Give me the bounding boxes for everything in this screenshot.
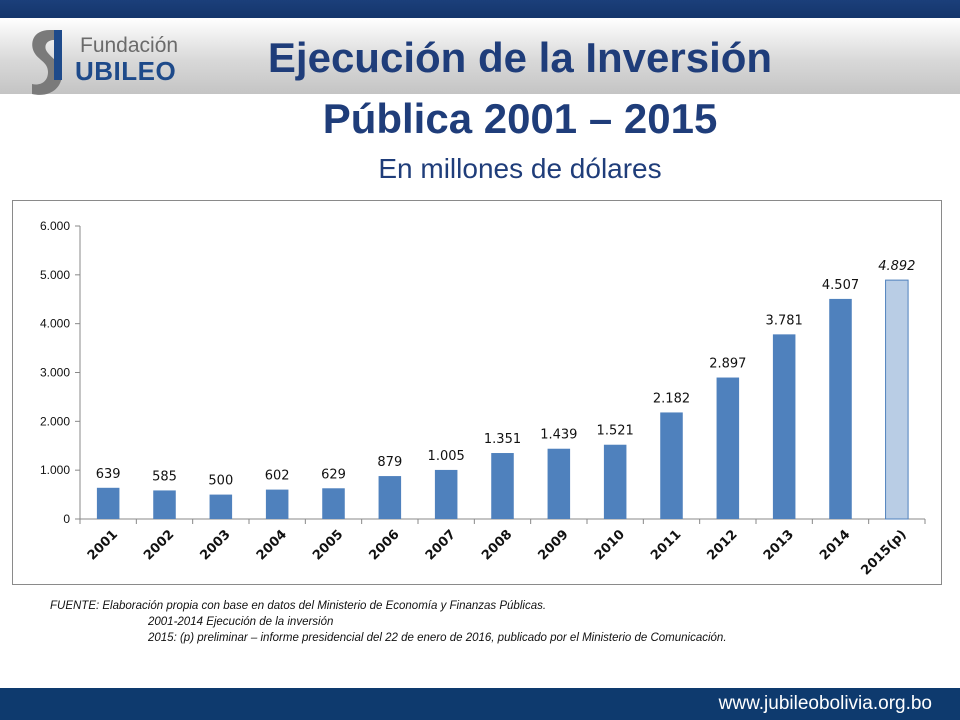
- data-label: 4.892: [878, 259, 915, 274]
- bar: [96, 487, 120, 519]
- source-line-2: 2001-2014 Ejecución de la inversión: [148, 616, 334, 628]
- data-label: 1.521: [597, 424, 634, 439]
- bar: [829, 298, 852, 519]
- x-tick-label: 2001: [85, 527, 121, 563]
- bar: [153, 490, 176, 519]
- bar: [209, 494, 233, 519]
- data-label: 602: [265, 469, 290, 484]
- page-subtitle: En millones de dólares: [378, 153, 662, 184]
- bottom-bar: [0, 688, 960, 720]
- footer-url-link[interactable]: www.jubileobolivia.org.bo: [718, 693, 932, 714]
- chart-container: 0 1.000 2.000 3.000 4.000 5.000 6.000 639 2001 58…: [12, 200, 942, 585]
- data-label: 585: [152, 469, 177, 484]
- data-label: 1.439: [540, 428, 577, 443]
- page-title-line2: Pública 2001 – 2015: [322, 95, 718, 142]
- data-label: 1.005: [428, 449, 465, 464]
- y-tick-label: 1.000: [40, 463, 70, 477]
- x-tick-label: 2010: [592, 527, 628, 563]
- y-tick-label: 4.000: [40, 317, 70, 331]
- data-label: 3.781: [766, 313, 803, 328]
- source-line-1: FUENTE: Elaboración propia con base en d…: [50, 600, 547, 612]
- y-tick-label: 5.000: [40, 268, 70, 282]
- logo-big-text: UBILEO: [75, 56, 177, 86]
- bar: [547, 448, 571, 519]
- y-tick-label: 3.000: [40, 366, 70, 380]
- data-label: 879: [377, 455, 402, 470]
- data-label: 500: [208, 474, 233, 489]
- bar: [491, 453, 514, 519]
- fundacion-jubileo-logo: Fundación UBILEO: [20, 20, 180, 96]
- y-tick-label: 6.000: [40, 219, 70, 233]
- data-label: 629: [321, 467, 346, 482]
- top-bar: [0, 0, 960, 18]
- x-tick-label: 2008: [479, 527, 515, 563]
- bar-chart: 0 1.000 2.000 3.000 4.000 5.000 6.000 639 2001 58…: [40, 219, 926, 578]
- y-tick-label: 2.000: [40, 414, 70, 428]
- x-tick-label: 2011: [648, 527, 684, 563]
- bar: [265, 489, 289, 519]
- data-label: 2.897: [709, 357, 746, 372]
- data-label: 639: [96, 467, 121, 482]
- bar: [434, 469, 458, 519]
- data-label: 4.507: [822, 278, 859, 293]
- source-line-3: 2015: (p) preliminar – informe presidenc…: [148, 632, 727, 644]
- bar: [772, 334, 796, 519]
- data-label: 1.351: [484, 432, 521, 447]
- bar: [660, 412, 683, 519]
- logo-mark-icon: [32, 30, 62, 95]
- x-tick-label: 2009: [535, 527, 571, 563]
- x-tick-label: 2012: [704, 527, 740, 563]
- bar: [885, 279, 909, 520]
- header-band: [0, 18, 960, 94]
- logo-small-text: Fundación: [80, 34, 179, 57]
- y-tick-label: 0: [63, 512, 70, 526]
- x-tick-label: 2007: [423, 527, 459, 563]
- bar: [716, 377, 740, 519]
- x-tick-label: 2014: [817, 527, 853, 563]
- bar: [322, 488, 345, 519]
- data-label: 2.182: [653, 391, 690, 406]
- x-tick-label: 2003: [197, 527, 233, 563]
- x-tick-label: 2006: [366, 527, 402, 563]
- x-tick-label: 2004: [254, 527, 290, 563]
- bar: [603, 444, 627, 519]
- source-note: FUENTE: Elaboración propia con base en d…: [50, 598, 727, 646]
- page-title-line1: Ejecución de la Inversión: [267, 34, 773, 81]
- x-tick-label: 2015(p): [858, 527, 909, 578]
- bar: [378, 476, 402, 519]
- x-tick-label: 2005: [310, 527, 346, 563]
- x-tick-label: 2013: [761, 527, 797, 563]
- x-tick-label: 2002: [141, 527, 177, 563]
